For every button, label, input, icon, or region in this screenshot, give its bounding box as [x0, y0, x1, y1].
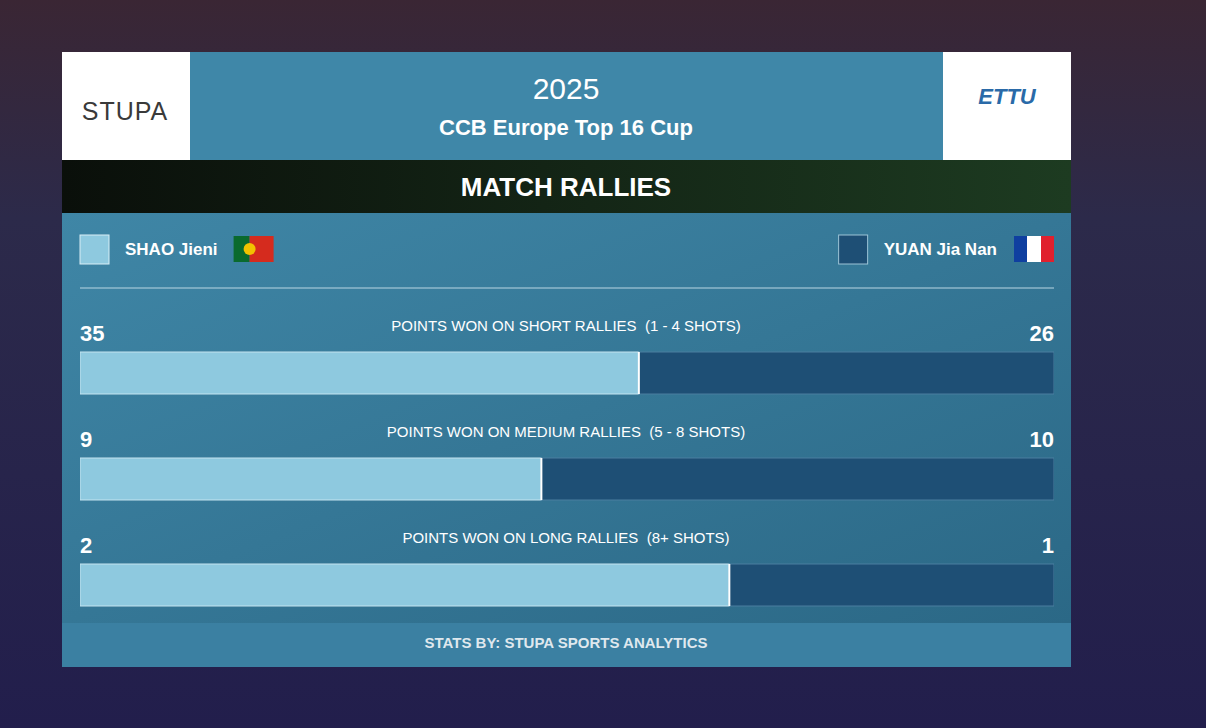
bar — [639, 352, 1054, 394]
header-event: CCB Europe Top 16 Cup — [439, 115, 693, 140]
data-label: 10 — [1030, 427, 1054, 452]
data-label: 2 — [80, 533, 92, 558]
bars — [80, 352, 1054, 606]
logo-box — [943, 52, 1071, 160]
chart-root: STUPA ETTU 2025 CCB Europe Top 16 Cup MATCH … — [0, 0, 1206, 728]
data-label: 1 — [1042, 533, 1054, 558]
legend-label: YUAN Jia Nan — [884, 240, 997, 259]
chart-title: MATCH RALLIES — [461, 172, 671, 202]
bar — [80, 458, 541, 500]
labels: POINTS WON ON SHORT RALLIES (1 - 4 SHOTS… — [80, 317, 1054, 558]
bar — [80, 564, 729, 606]
data-label: 35 — [80, 321, 104, 346]
footer-band — [62, 623, 1071, 667]
logo-box — [62, 52, 190, 160]
divider — [728, 564, 730, 606]
header-band — [190, 52, 943, 160]
legend-label: SHAO Jieni — [125, 240, 218, 259]
legend: SHAO Jieni YUAN Jia Nan — [80, 235, 1054, 264]
divider — [638, 352, 640, 394]
separator — [80, 288, 1054, 289]
data-label: 26 — [1030, 321, 1054, 346]
data-label: 9 — [80, 427, 92, 452]
bar — [729, 564, 1054, 606]
divider — [540, 458, 542, 500]
logo-text: STUPA — [82, 97, 169, 125]
title-band — [62, 160, 1071, 213]
category-label: POINTS WON ON SHORT RALLIES (1 - 4 SHOTS… — [391, 317, 741, 334]
flag — [1014, 236, 1028, 262]
footer-text: STATS BY: STUPA SPORTS ANALYTICS — [424, 634, 707, 651]
bar — [80, 352, 639, 394]
panel — [62, 213, 1071, 623]
flag — [244, 243, 256, 255]
logo-text: ETTU — [978, 84, 1037, 109]
flag — [1027, 236, 1041, 262]
background — [0, 0, 1206, 728]
legend-swatch — [839, 235, 868, 264]
category-label: POINTS WON ON LONG RALLIES (8+ SHOTS) — [402, 529, 729, 546]
bar — [541, 458, 1054, 500]
flag — [1041, 236, 1054, 262]
legend-swatch — [80, 235, 109, 264]
category-label: POINTS WON ON MEDIUM RALLIES (5 - 8 SHOT… — [387, 423, 745, 440]
header-year: 2025 — [533, 72, 600, 105]
